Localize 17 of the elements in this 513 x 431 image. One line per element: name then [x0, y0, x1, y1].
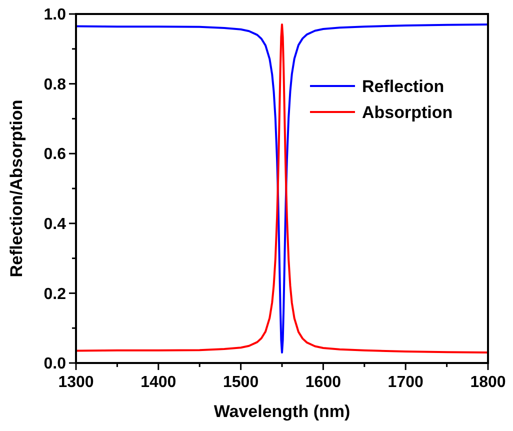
- y-tick-label: 0.0: [44, 356, 66, 373]
- y-tick-label: 1.0: [44, 6, 66, 24]
- legend-label: Absorption: [362, 102, 453, 122]
- y-tick-label: 0.6: [44, 146, 66, 164]
- x-tick-label: 1500: [223, 374, 259, 391]
- x-tick-label: 1400: [140, 374, 176, 391]
- legend-label: Reflection: [362, 76, 444, 96]
- y-tick-label: 0.8: [44, 76, 66, 94]
- y-axis-title: Reflection/Absorption: [7, 100, 26, 278]
- y-tick-label: 0.4: [44, 216, 66, 233]
- x-tick-label: 1300: [58, 374, 94, 391]
- x-tick-label: 1600: [305, 374, 342, 391]
- x-tick-label: 1700: [388, 374, 424, 391]
- x-tick-label: 1800: [470, 374, 506, 391]
- line-series: [76, 23, 488, 354]
- y-tick-label: 0.2: [44, 286, 66, 303]
- x-axis-title: Wavelength (nm): [214, 402, 350, 421]
